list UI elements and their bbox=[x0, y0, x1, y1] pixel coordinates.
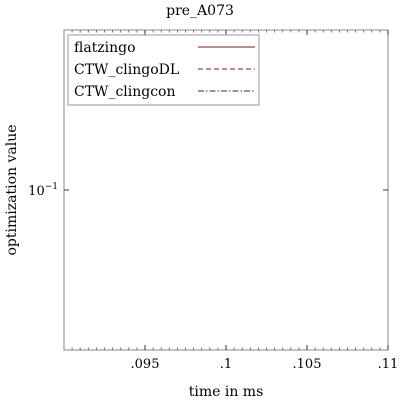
legend: flatzingo CTW_clingoDL CTW_clingcon bbox=[67, 34, 260, 106]
y-axis-label: optimization value bbox=[4, 124, 20, 255]
x-tick-label: .105 bbox=[293, 357, 322, 372]
major-ticks: .095 .1 .105 .11 bbox=[64, 30, 398, 372]
y-tick-base: 10 bbox=[28, 184, 45, 199]
y-tick-label: 10−1 bbox=[28, 182, 58, 199]
legend-label: flatzingo bbox=[74, 40, 136, 56]
y-tick-exponent: −1 bbox=[45, 182, 58, 192]
legend-label: CTW_clingcon bbox=[74, 84, 176, 100]
x-tick-label: .11 bbox=[378, 357, 399, 372]
x-tick-label: .1 bbox=[220, 357, 232, 372]
x-axis-label: time in ms bbox=[189, 384, 264, 400]
chart-title: pre_A073 bbox=[166, 3, 234, 19]
x-tick-label: .095 bbox=[131, 357, 160, 372]
legend-label: CTW_clingoDL bbox=[74, 62, 179, 78]
